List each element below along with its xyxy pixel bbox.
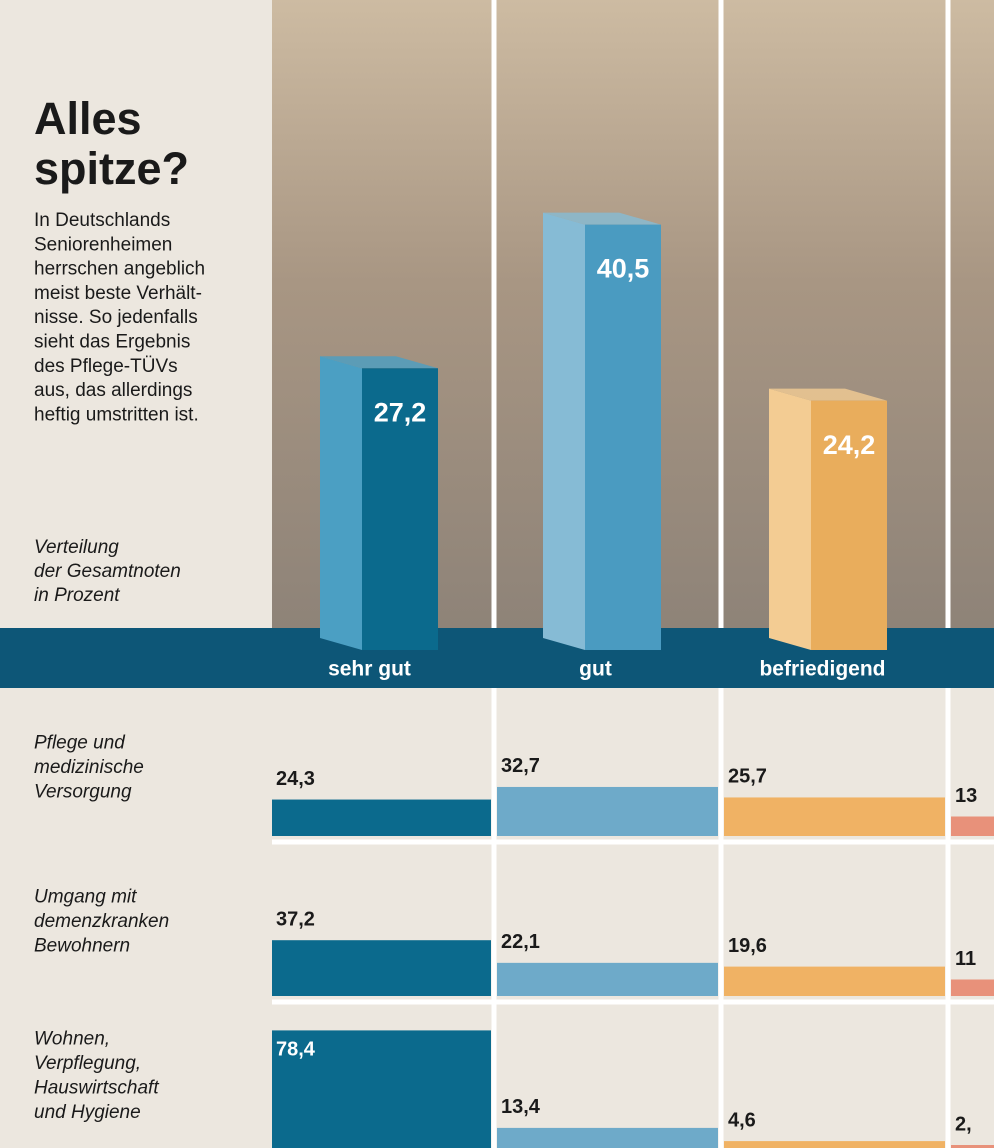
bar — [724, 1141, 945, 1148]
value-label: 19,6 — [728, 935, 767, 957]
bar — [272, 800, 491, 836]
row-label: Versorgung — [34, 782, 132, 803]
title: Alles — [34, 93, 142, 144]
note: der Gesamtnoten — [34, 561, 181, 582]
description: meist beste Verhält- — [34, 283, 202, 304]
bar — [585, 225, 661, 650]
row-label: Hauswirtschaft — [34, 1077, 159, 1098]
description: sieht das Ergebnis — [34, 332, 190, 353]
bar — [272, 940, 491, 996]
bar-side — [769, 389, 811, 650]
value-label: 24,2 — [823, 430, 876, 460]
row-label: medizinische — [34, 757, 144, 778]
value-label: 22,1 — [501, 931, 540, 953]
row-label: Pflege und — [34, 733, 126, 754]
value-label: 13 — [955, 785, 977, 807]
bar — [497, 787, 718, 836]
bar — [951, 817, 994, 837]
category-label: gut — [579, 658, 612, 681]
value-label: 78,4 — [276, 1039, 316, 1061]
value-label: 2, — [955, 1113, 972, 1135]
note: in Prozent — [34, 585, 120, 606]
value-label: 25,7 — [728, 766, 767, 788]
title: spitze? — [34, 143, 189, 194]
value-label: 37,2 — [276, 908, 315, 930]
note: Verteilung — [34, 537, 119, 558]
description: aus, das allerdings — [34, 380, 192, 401]
description: In Deutschlands — [34, 210, 170, 231]
infographic: Allesspitze? In Deutschlands Seniorenheime… — [0, 0, 994, 1148]
description: heftig umstritten ist. — [34, 404, 199, 425]
bar-side — [543, 213, 585, 650]
bar — [951, 980, 994, 997]
bar — [724, 797, 945, 836]
category-label: befriedigend — [759, 658, 885, 681]
category-label: sehr gut — [328, 658, 411, 681]
value-label: 27,2 — [374, 397, 427, 427]
value-label: 11 — [955, 948, 976, 970]
bar — [724, 967, 945, 996]
bar — [497, 963, 718, 996]
row-label: demenzkranken — [34, 911, 169, 932]
bar-side — [320, 356, 362, 650]
row-label: Bewohnern — [34, 936, 130, 957]
value-label: 24,3 — [276, 768, 315, 790]
bar — [497, 1128, 718, 1148]
description: des Pflege-TÜVs — [34, 356, 178, 377]
row-label: Wohnen, — [34, 1028, 110, 1049]
value-label: 13,4 — [501, 1096, 541, 1118]
description: nisse. So jedenfalls — [34, 307, 198, 328]
value-label: 4,6 — [728, 1109, 756, 1131]
value-label: 32,7 — [501, 755, 540, 777]
description: herrschen angeblich — [34, 259, 205, 280]
row-label: und Hygiene — [34, 1102, 141, 1123]
description: Seniorenheimen — [34, 234, 172, 255]
row-label: Verpflegung, — [34, 1053, 141, 1074]
row-label: Umgang mit — [34, 887, 137, 908]
value-label: 40,5 — [597, 254, 650, 284]
